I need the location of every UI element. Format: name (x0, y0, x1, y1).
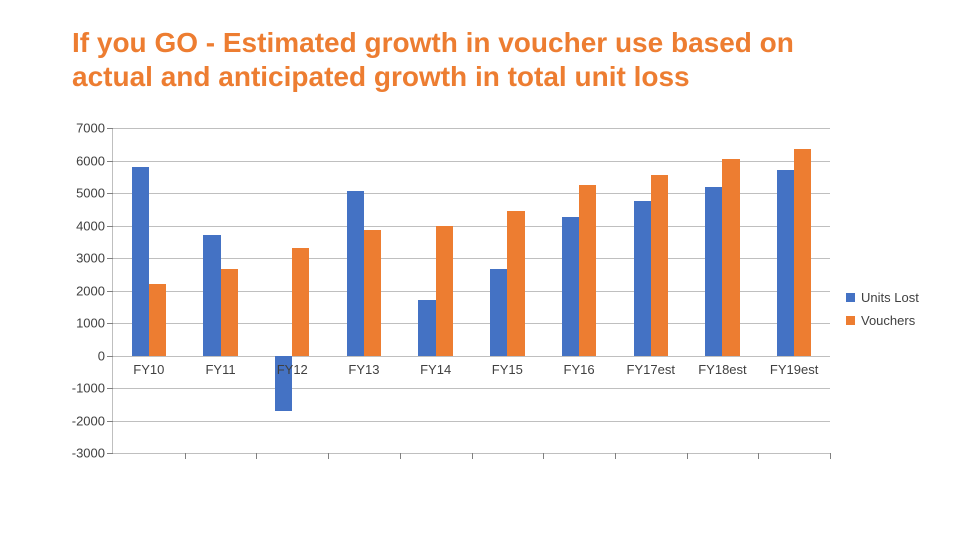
bar (794, 149, 811, 355)
x-axis-label: FY13 (348, 362, 379, 377)
y-tick (107, 128, 113, 129)
x-axis-label: FY15 (492, 362, 523, 377)
x-axis-label: FY11 (205, 362, 235, 377)
x-tick (472, 453, 473, 459)
bar (364, 230, 381, 355)
bar (221, 269, 238, 355)
y-axis-label: 0 (98, 348, 105, 363)
x-axis-label: FY17est (627, 362, 675, 377)
y-axis-label: 5000 (76, 186, 105, 201)
x-axis-label: FY18est (698, 362, 746, 377)
y-axis-label: -1000 (72, 381, 105, 396)
x-tick (256, 453, 257, 459)
bar (507, 211, 524, 356)
y-axis-label: -3000 (72, 446, 105, 461)
x-tick (185, 453, 186, 459)
legend-label: Units Lost (861, 290, 919, 305)
bar (490, 269, 507, 355)
legend-item: Units Lost (846, 290, 919, 305)
bar (132, 167, 149, 356)
y-tick (107, 226, 113, 227)
gridline (113, 356, 830, 357)
x-tick (830, 453, 831, 459)
chart: -3000 -2000 -1000 0 1000 2000 3000 4000 5000 6000… (60, 128, 830, 484)
bar (722, 159, 739, 356)
x-axis-label: FY19est (770, 362, 818, 377)
gridline (113, 128, 830, 129)
y-tick (107, 161, 113, 162)
x-tick (328, 453, 329, 459)
y-tick (107, 291, 113, 292)
chart-title: If you GO - Estimated growth in voucher … (72, 26, 862, 94)
y-tick (107, 453, 113, 454)
bar (418, 300, 435, 355)
y-axis-label: 7000 (76, 121, 105, 136)
y-tick (107, 258, 113, 259)
x-tick (615, 453, 616, 459)
x-axis-label: FY14 (420, 362, 451, 377)
bar (203, 235, 220, 355)
x-tick (400, 453, 401, 459)
y-tick (107, 323, 113, 324)
y-axis-label: 2000 (76, 283, 105, 298)
x-tick (758, 453, 759, 459)
y-tick (107, 388, 113, 389)
gridline (113, 388, 830, 389)
x-tick (543, 453, 544, 459)
x-tick (687, 453, 688, 459)
y-axis-label: 4000 (76, 218, 105, 233)
bar (292, 248, 309, 355)
bar (579, 185, 596, 356)
legend-label: Vouchers (861, 313, 915, 328)
bar (149, 284, 166, 356)
y-tick (107, 421, 113, 422)
legend: Units Lost Vouchers (846, 290, 919, 336)
bar (651, 175, 668, 355)
legend-item: Vouchers (846, 313, 919, 328)
bar (777, 170, 794, 355)
bar (436, 226, 453, 356)
bar (634, 201, 651, 355)
y-axis-label: 6000 (76, 153, 105, 168)
y-axis-label: 3000 (76, 251, 105, 266)
bar (347, 191, 364, 355)
gridline (113, 421, 830, 422)
y-axis-label: -2000 (72, 413, 105, 428)
y-tick (107, 356, 113, 357)
y-tick (107, 193, 113, 194)
x-axis-label: FY16 (564, 362, 595, 377)
x-axis-label: FY12 (277, 362, 308, 377)
plot-area: -3000-2000-10000100020003000400050006000… (112, 128, 830, 454)
bar (705, 187, 722, 356)
y-axis-label: 1000 (76, 316, 105, 331)
x-axis-label: FY10 (133, 362, 164, 377)
legend-swatch (846, 316, 855, 325)
legend-swatch (846, 293, 855, 302)
bar (562, 217, 579, 355)
